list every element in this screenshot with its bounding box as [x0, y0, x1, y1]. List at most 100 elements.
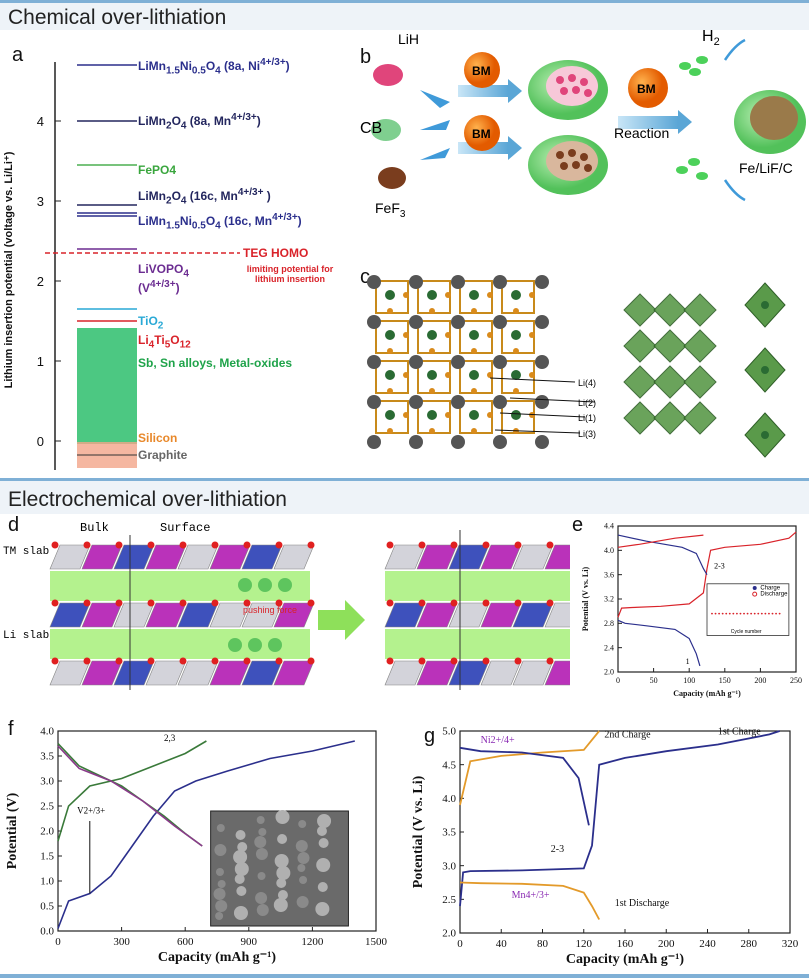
v-atom — [427, 370, 437, 380]
li-atom — [367, 275, 381, 289]
o-atom — [51, 541, 59, 549]
y-tick-label: 0.0 — [40, 926, 54, 938]
li-atom — [493, 395, 507, 409]
tm-octahedron — [273, 544, 315, 570]
li-atom — [493, 315, 507, 329]
label-surface: Surface — [160, 521, 211, 535]
tm-octahedron — [273, 660, 315, 686]
tm-octahedron — [448, 544, 490, 570]
o-atom — [211, 599, 219, 607]
o-atom — [211, 657, 219, 665]
vo6-octahedron — [683, 329, 717, 363]
sem-particle — [317, 882, 328, 892]
o-atom — [471, 348, 477, 354]
o-atom — [487, 412, 493, 418]
v-atom — [427, 410, 437, 420]
x-tick-label: 320 — [782, 938, 799, 950]
sem-particle — [274, 854, 289, 868]
o-atom — [513, 348, 519, 354]
section-banner-electrochemical: Electrochemical over-lithiation — [0, 478, 809, 514]
o-atom — [307, 657, 315, 665]
v-atom — [511, 330, 521, 340]
inset-point — [721, 612, 724, 615]
y-axis-label: Potential (V) — [5, 792, 20, 869]
tm-octahedron — [49, 544, 91, 570]
inset-point — [739, 612, 742, 615]
y-axis-label: Potential (V vs. Li) — [411, 775, 426, 888]
o-atom — [211, 541, 219, 549]
x-tick-label: 100 — [683, 676, 695, 685]
sem-particle — [215, 868, 224, 876]
inset-legend-charge: Charge — [760, 585, 780, 591]
o-atom — [513, 388, 519, 394]
y-tick-label: 1.0 — [40, 876, 54, 888]
series-line-0 — [617, 531, 797, 618]
y-tick-label: 4.0 — [604, 546, 614, 555]
o-atom — [115, 599, 123, 607]
annotation-1: 1 — [686, 657, 690, 666]
label-lmo-16c: LiMn2O4 (16c, Mn4+/3+ ) — [138, 187, 271, 207]
v-atom — [469, 370, 479, 380]
label-bm-3: BM — [637, 82, 656, 96]
ball-mill-1 — [464, 52, 500, 88]
li-atom — [409, 355, 423, 369]
sem-particle — [254, 836, 267, 848]
tm-octahedron — [384, 544, 426, 570]
vo6-octahedron — [623, 401, 657, 435]
tm-octahedron — [512, 602, 554, 628]
o-atom — [450, 657, 458, 665]
tm-octahedron — [209, 544, 251, 570]
panel-a-energy-diagram: Lithium insertion potential (voltage vs.… — [3, 62, 240, 470]
o-atom — [529, 372, 535, 378]
li-atom — [367, 355, 381, 369]
sem-particle — [215, 900, 228, 912]
li-atom — [535, 435, 549, 449]
tm-octahedron — [448, 660, 490, 686]
y-tick-label: 3.6 — [604, 570, 614, 579]
sem-particle — [233, 906, 248, 920]
x-tick-label: 0 — [55, 936, 61, 948]
tm-octahedron — [145, 660, 187, 686]
o-atom — [471, 388, 477, 394]
sem-particle — [296, 896, 309, 908]
annotation-2-3: 2,3 — [164, 733, 176, 743]
o-atom — [450, 599, 458, 607]
li-atom — [367, 435, 381, 449]
o-atom — [429, 428, 435, 434]
vo6-octahedron — [653, 329, 687, 363]
o-atom — [275, 599, 283, 607]
x-tick-label: 150 — [719, 676, 731, 685]
y-tick-label: 5.0 — [442, 726, 456, 738]
o-atom — [179, 541, 187, 549]
sem-particle — [217, 880, 226, 888]
site-pointer — [489, 377, 576, 383]
li-layer — [50, 629, 310, 659]
x-tick-label: 0 — [457, 938, 463, 950]
o-atom — [445, 372, 451, 378]
inset-point — [760, 612, 763, 615]
sem-particle — [258, 828, 267, 836]
series-line-1 — [459, 881, 600, 920]
v-atom — [469, 290, 479, 300]
o-atom — [546, 657, 554, 665]
tm-octahedron — [512, 544, 554, 570]
v-atom — [385, 410, 395, 420]
v-atom — [469, 330, 479, 340]
tm-octahedron — [145, 544, 187, 570]
sem-particle — [297, 852, 310, 864]
inset-point — [714, 612, 717, 615]
label-livopo4: LiVOPO4 (V4+/3+) — [138, 262, 189, 296]
li-atom — [535, 355, 549, 369]
y-tick-label: 1 — [37, 354, 44, 369]
ball-mill-3 — [628, 68, 668, 108]
o-atom — [179, 657, 187, 665]
label-lmno-16c: LiMn1.5Ni0.5O4 (16c, Mn4+/3+) — [138, 212, 302, 232]
v-atom — [761, 366, 769, 374]
annotation-0: Ni2+/4+ — [481, 735, 515, 746]
label-cb: CB — [360, 120, 383, 137]
y-tick-label: 0.5 — [40, 901, 54, 913]
o-atom — [546, 541, 554, 549]
tm-octahedron — [544, 660, 570, 686]
o-atom — [429, 348, 435, 354]
v-atom — [511, 410, 521, 420]
